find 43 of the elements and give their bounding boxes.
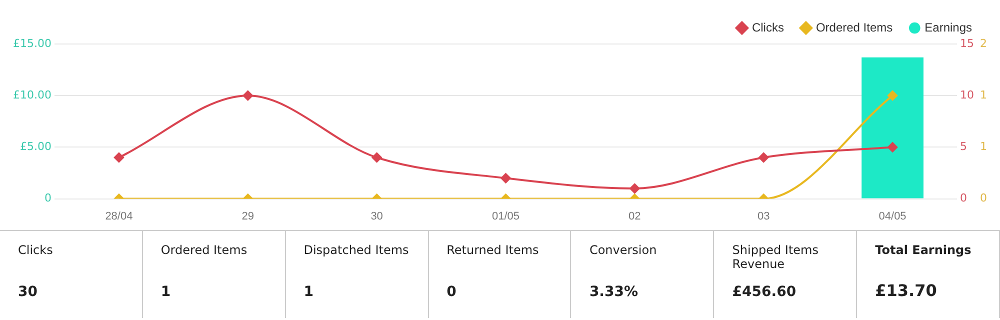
text: 30 (18, 284, 38, 302)
y-tick-label: 0 (44, 192, 52, 205)
text: Shipped Items Revenue (732, 243, 820, 271)
y2-tick-label: 15 (960, 36, 974, 50)
point (888, 142, 898, 152)
point (500, 173, 511, 184)
y-tick-label: £5.00 (20, 140, 52, 154)
text: Dispatched Items (304, 243, 410, 257)
point (242, 90, 253, 101)
x-tick-label: 03 (757, 210, 770, 222)
text: Conversion (589, 243, 658, 257)
text: Ordered Items (160, 243, 248, 257)
point (114, 152, 124, 163)
legend-label: Clicks (752, 20, 784, 34)
y3-tick-label: 2 (980, 36, 987, 50)
x-tick-label: 01/05 (492, 210, 520, 222)
text: £13.70 (875, 281, 938, 302)
text: Clicks (18, 243, 54, 257)
legend-label: Earnings (924, 20, 972, 34)
y2-tick-label: 5 (960, 140, 968, 154)
y3-tick-label: 1 (980, 140, 987, 154)
text: 1 (160, 284, 172, 302)
y3-tick-label: 0 (980, 192, 987, 205)
point (630, 183, 640, 194)
text: 0 (446, 284, 458, 302)
x-tick-label: 28/04 (105, 210, 133, 222)
text: Returned Items (446, 243, 540, 257)
text: Total Earnings (875, 243, 972, 257)
y-tick-label: £10.00 (12, 88, 52, 102)
point (372, 152, 382, 163)
text: 3.33% (589, 284, 640, 302)
y2-tick-label: 0 (960, 192, 968, 205)
x-tick-label: 30 (370, 210, 383, 222)
text: £456.60 (732, 284, 798, 302)
point (758, 152, 769, 163)
legend-label: Ordered Items (816, 20, 893, 34)
x-tick-label: 02 (628, 210, 641, 222)
text: 1 (304, 284, 314, 302)
y3-tick-label: 1 (980, 88, 987, 102)
x-tick-label: 29 (242, 210, 254, 222)
y-tick-label: £15.00 (12, 36, 52, 50)
x-tick-label: 04/05 (878, 210, 906, 222)
y2-tick-label: 10 (960, 88, 974, 102)
